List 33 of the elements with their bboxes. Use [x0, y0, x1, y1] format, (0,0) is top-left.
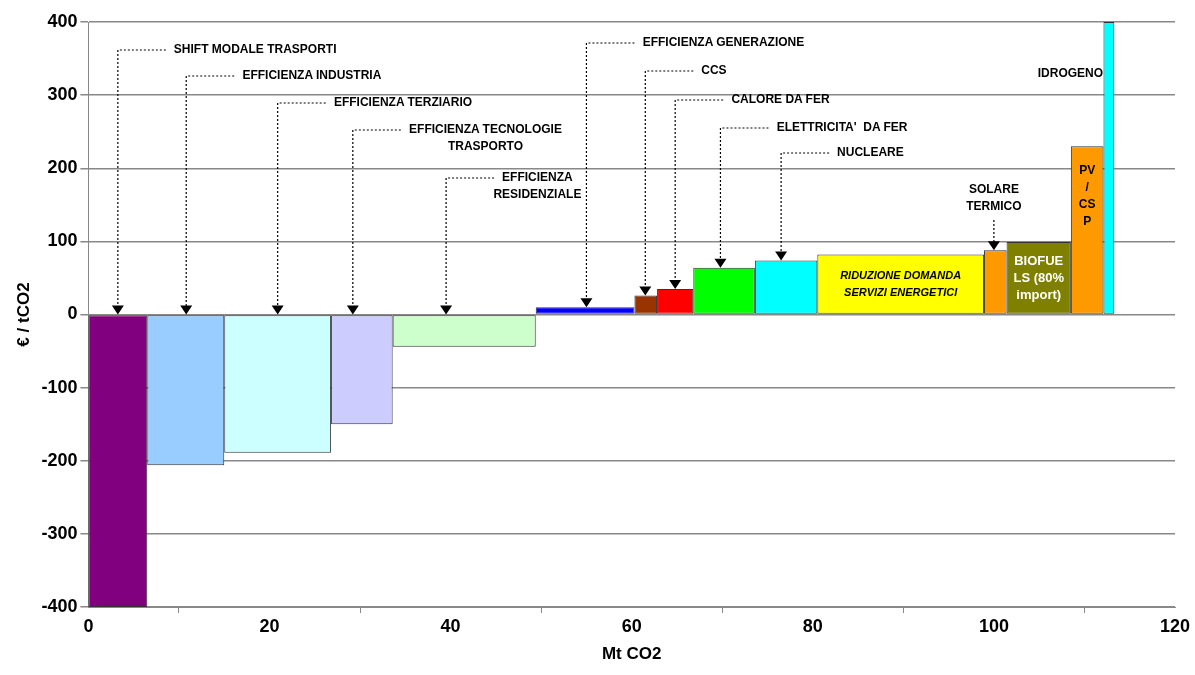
x-tick-label: 100 — [978, 615, 1009, 636]
y-tick-label: 0 — [67, 303, 78, 324]
y-tick-label: -300 — [41, 522, 78, 543]
x-tick-label: 40 — [440, 615, 461, 636]
annotation: RIDUZIONE DOMANDA SERVIZI ENERGETICI — [840, 268, 962, 298]
y-tick-label: 200 — [47, 157, 78, 178]
annotation: EFFICIENZA INDUSTRIA — [242, 68, 382, 83]
annotation: ELETTRICITA' DA FER — [776, 120, 908, 135]
annotation: NUCLEARE — [837, 145, 904, 160]
y-tick-label: 400 — [47, 10, 78, 31]
annotation: BIOFUE LS (80% import) — [1013, 252, 1065, 302]
y-axis-title: € / tCO2 — [13, 282, 33, 347]
x-tick-label: 0 — [83, 615, 94, 636]
y-tick-label: 100 — [47, 230, 78, 251]
annotation: EFFICIENZA TECNOLOGIE TRASPORTO — [409, 122, 562, 154]
annotation: SOLARE TERMICO — [966, 182, 1022, 214]
annotation: EFFICIENZA GENERAZIONE — [642, 35, 805, 50]
annotation: PV / CS P — [1078, 163, 1096, 229]
x-axis-title: Mt CO2 — [601, 644, 662, 664]
x-tick-label: 80 — [802, 615, 823, 636]
y-tick-label: -100 — [41, 376, 78, 397]
x-tick-label: 20 — [259, 615, 280, 636]
annotation: EFFICIENZA RESIDENZIALE — [493, 170, 582, 202]
y-tick-label: 300 — [47, 84, 78, 105]
annotation: SHIFT MODALE TRASPORTI — [173, 42, 337, 57]
annotation: EFFICIENZA TERZIARIO — [333, 95, 473, 110]
annotation: CALORE DA FER — [731, 92, 830, 107]
y-tick-label: -400 — [41, 595, 78, 616]
annotation: IDROGENO — [1037, 65, 1104, 80]
x-tick-label: 60 — [621, 615, 642, 636]
annotation: CCS — [701, 63, 727, 78]
y-tick-label: -200 — [41, 449, 78, 470]
x-tick-label: 120 — [1159, 615, 1191, 636]
